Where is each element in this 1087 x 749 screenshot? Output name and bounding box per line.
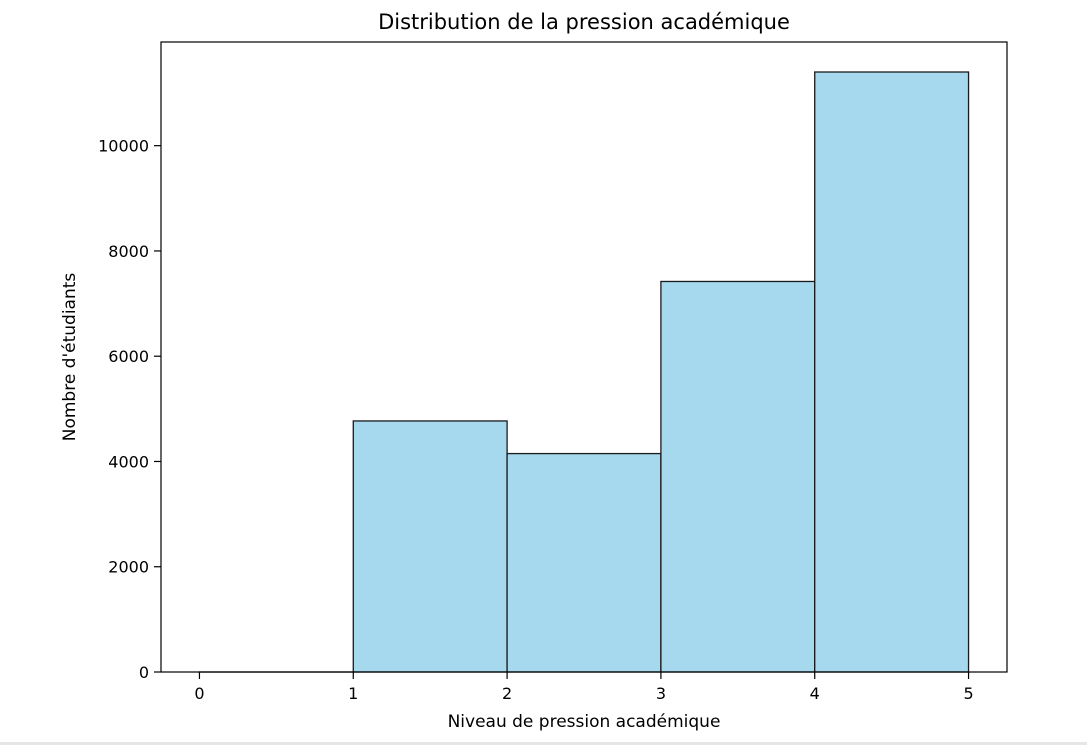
y-axis-ticks: 0 2000 4000 6000 8000 10000	[98, 137, 161, 682]
bars-layer	[199, 72, 968, 672]
y-tick-label: 10000	[98, 137, 149, 156]
y-tick-label: 6000	[108, 347, 149, 366]
x-tick-label: 0	[194, 684, 204, 703]
x-tick-label: 3	[656, 684, 666, 703]
x-tick-label: 2	[502, 684, 512, 703]
chart-title: Distribution de la pression académique	[378, 10, 790, 34]
histogram-bar-1	[353, 421, 507, 672]
x-tick-label: 1	[348, 684, 358, 703]
x-tick-label: 4	[810, 684, 820, 703]
y-tick-label: 2000	[108, 558, 149, 577]
histogram-bar-3	[661, 281, 815, 672]
y-axis-label: Nombre d'étudiants	[60, 273, 80, 442]
y-tick-label: 4000	[108, 452, 149, 471]
x-axis-ticks: 0 1 2 3 4 5	[194, 672, 973, 703]
y-tick-label: 0	[139, 663, 149, 682]
x-tick-label: 5	[963, 684, 973, 703]
y-tick-label: 8000	[108, 242, 149, 261]
x-axis-label: Niveau de pression académique	[448, 712, 721, 732]
histogram-bar-4	[815, 72, 969, 672]
histogram-bar-2	[507, 454, 661, 672]
